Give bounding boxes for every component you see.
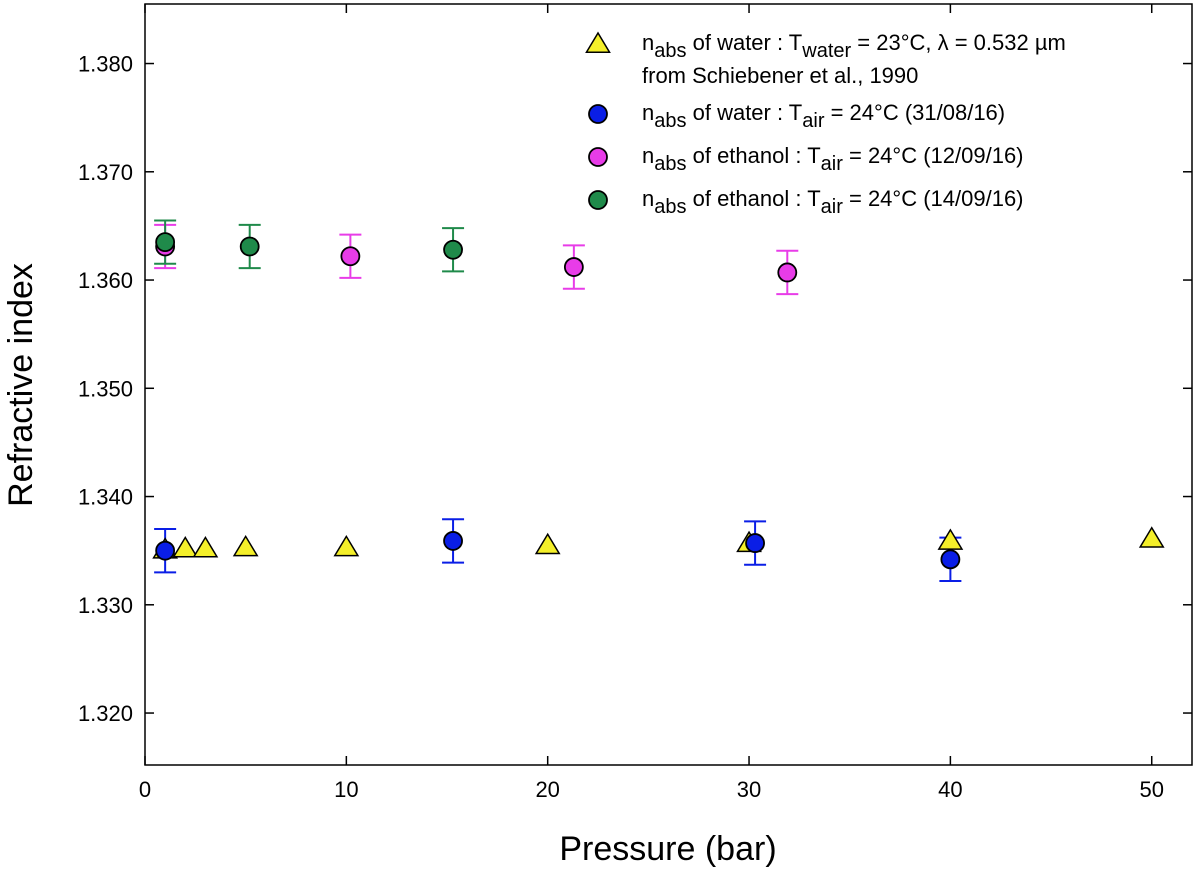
legend-marker-circle bbox=[588, 147, 608, 167]
water_schiebener-point bbox=[172, 536, 199, 558]
y-tick-label: 1.370 bbox=[78, 160, 133, 185]
legend-main: n bbox=[642, 30, 654, 55]
legend-marker-circle bbox=[588, 104, 608, 124]
legend-sub: abs bbox=[654, 40, 686, 62]
legend-sub2: water bbox=[801, 40, 851, 62]
y-tick-label: 1.330 bbox=[78, 593, 133, 618]
legend-rest2: = 24°C (12/09/16) bbox=[843, 143, 1024, 168]
plot-frame bbox=[144, 3, 1193, 766]
legend-rest2: = 23°C, λ = 0.532 µm bbox=[851, 30, 1066, 55]
legend-sub: abs bbox=[654, 110, 686, 132]
legend-entry: nabs of ethanol : Tair = 24°C (14/09/16) bbox=[642, 186, 1024, 218]
legend-sub2: air bbox=[802, 110, 825, 132]
y-tick-label: 1.320 bbox=[78, 701, 133, 726]
legend-rest2: = 24°C (31/08/16) bbox=[824, 100, 1005, 125]
legend-rest1: of ethanol : T bbox=[687, 143, 821, 168]
water_schiebener-point bbox=[937, 528, 964, 550]
legend-sub2: air bbox=[821, 153, 844, 175]
water_310816-point bbox=[443, 531, 463, 551]
legend-entry: nabs of water : Tair = 24°C (31/08/16) bbox=[642, 100, 1005, 132]
legend-marker-triangle bbox=[585, 31, 611, 53]
legend-rest2: = 24°C (14/09/16) bbox=[843, 186, 1024, 211]
ethanol_140916-point bbox=[155, 232, 176, 253]
water_schiebener-point bbox=[1138, 526, 1165, 548]
legend-rest1: of ethanol : T bbox=[687, 186, 821, 211]
water_310816-point bbox=[745, 533, 765, 553]
y-tick-label: 1.360 bbox=[78, 268, 133, 293]
legend-main: n bbox=[642, 100, 654, 125]
ethanol_140916-point bbox=[239, 236, 260, 257]
x-tick-label: 40 bbox=[938, 777, 962, 802]
y-tick-label: 1.350 bbox=[78, 376, 133, 401]
ethanol_120916-point bbox=[777, 262, 798, 283]
legend-sub: abs bbox=[654, 153, 686, 175]
water_schiebener-point bbox=[333, 534, 360, 557]
y-tick-label: 1.340 bbox=[78, 485, 133, 510]
legend-entry: nabs of ethanol : Tair = 24°C (12/09/16) bbox=[642, 143, 1024, 175]
water_schiebener-point bbox=[232, 534, 259, 557]
ethanol_120916-point bbox=[563, 257, 584, 277]
x-tick-label: 10 bbox=[334, 777, 358, 802]
ethanol_140916-point bbox=[443, 239, 463, 260]
legend-marker-circle bbox=[588, 190, 608, 210]
legend: nabs of water : Twater = 23°C, λ = 0.532… bbox=[585, 30, 1066, 218]
legend-entry-line2: from Schiebener et al., 1990 bbox=[642, 63, 918, 88]
axis-ticks: 0 10 20 30 40 50 1.320 1.330 1.340 1.350 1.360 1.37… bbox=[78, 4, 1192, 802]
legend-rest1: of water : T bbox=[687, 30, 803, 55]
ethanol_120916-point bbox=[340, 246, 361, 267]
data-markers bbox=[152, 232, 1165, 570]
legend-main: n bbox=[642, 186, 654, 211]
water_310816-point bbox=[155, 540, 176, 561]
x-axis-title: Pressure (bar) bbox=[559, 830, 776, 868]
y-tick-label: 1.380 bbox=[78, 52, 133, 77]
legend-rest1: of water : T bbox=[687, 100, 803, 125]
legend-main: n bbox=[642, 143, 654, 168]
legend-sub: abs bbox=[654, 196, 686, 218]
x-tick-label: 50 bbox=[1139, 777, 1163, 802]
x-tick-label: 0 bbox=[139, 777, 151, 802]
water_schiebener-point bbox=[192, 536, 219, 558]
x-tick-label: 30 bbox=[737, 777, 761, 802]
x-tick-label: 20 bbox=[535, 777, 559, 802]
water_schiebener-point bbox=[534, 532, 561, 555]
water_310816-point bbox=[940, 549, 961, 570]
legend-sub2: air bbox=[821, 196, 844, 218]
y-axis-title: Refractive index bbox=[2, 263, 40, 507]
legend-entry: nabs of water : Twater = 23°C, λ = 0.532… bbox=[642, 30, 1066, 62]
